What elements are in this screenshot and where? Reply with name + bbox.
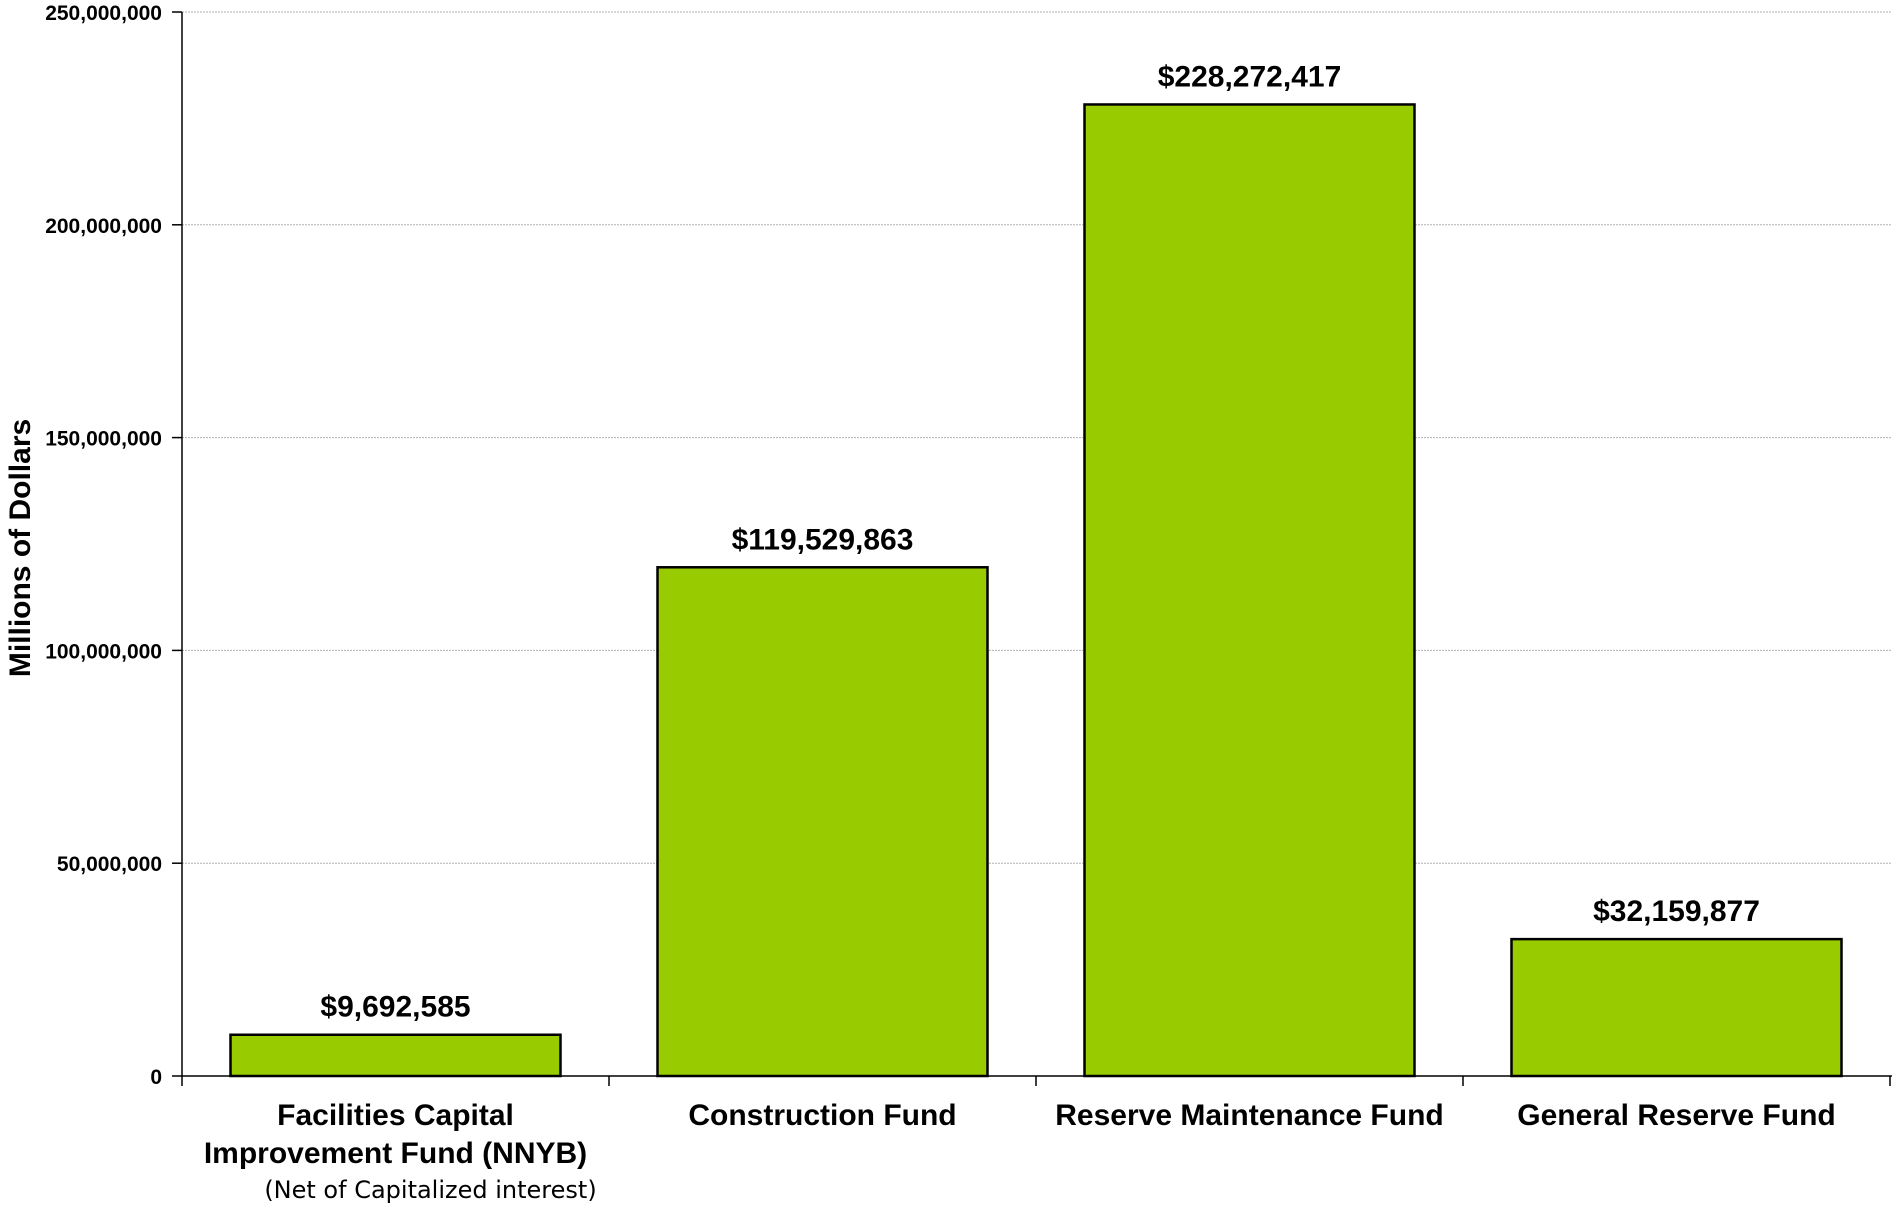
bars bbox=[229, 103, 1843, 1078]
y-tick-label: 50,000,000 bbox=[57, 853, 162, 876]
data-label: $228,272,417 bbox=[1158, 60, 1342, 93]
category-labels: Facilities Capital Improvement Fund (NNYB… bbox=[204, 1099, 1836, 1204]
bar bbox=[1510, 937, 1843, 1078]
x-category-label: Facilities Capital bbox=[277, 1099, 514, 1132]
axes bbox=[172, 11, 1892, 1086]
y-tick-label: 0 bbox=[150, 1066, 162, 1089]
y-tick-label: 200,000,000 bbox=[45, 215, 162, 238]
data-label: $32,159,877 bbox=[1593, 895, 1760, 928]
x-category-label: General Reserve Fund bbox=[1517, 1099, 1835, 1132]
x-category-label: Construction Fund bbox=[688, 1099, 956, 1132]
y-tick-labels: 0 50,000,000 100,000,000 150,000,000 200,000… bbox=[45, 2, 162, 1089]
data-labels: $9,692,585 $119,529,863 $228,272,417 $32,15… bbox=[320, 60, 1760, 1023]
y-tick-label: 150,000,000 bbox=[45, 428, 162, 451]
y-axis-title: Millions of Dollars bbox=[4, 419, 37, 677]
x-category-note: (Net of Capitalized interest) bbox=[264, 1176, 596, 1204]
x-category-label: Reserve Maintenance Fund bbox=[1055, 1099, 1443, 1132]
data-label: $9,692,585 bbox=[320, 991, 470, 1024]
data-label: $119,529,863 bbox=[732, 523, 914, 556]
y-tick-label: 100,000,000 bbox=[45, 640, 162, 663]
bar bbox=[1083, 103, 1416, 1078]
bar bbox=[656, 566, 989, 1078]
x-category-label: Improvement Fund (NNYB) bbox=[204, 1137, 587, 1170]
bar bbox=[229, 1033, 562, 1078]
gridlines bbox=[182, 11, 1892, 864]
y-tick-label: 250,000,000 bbox=[45, 2, 162, 25]
